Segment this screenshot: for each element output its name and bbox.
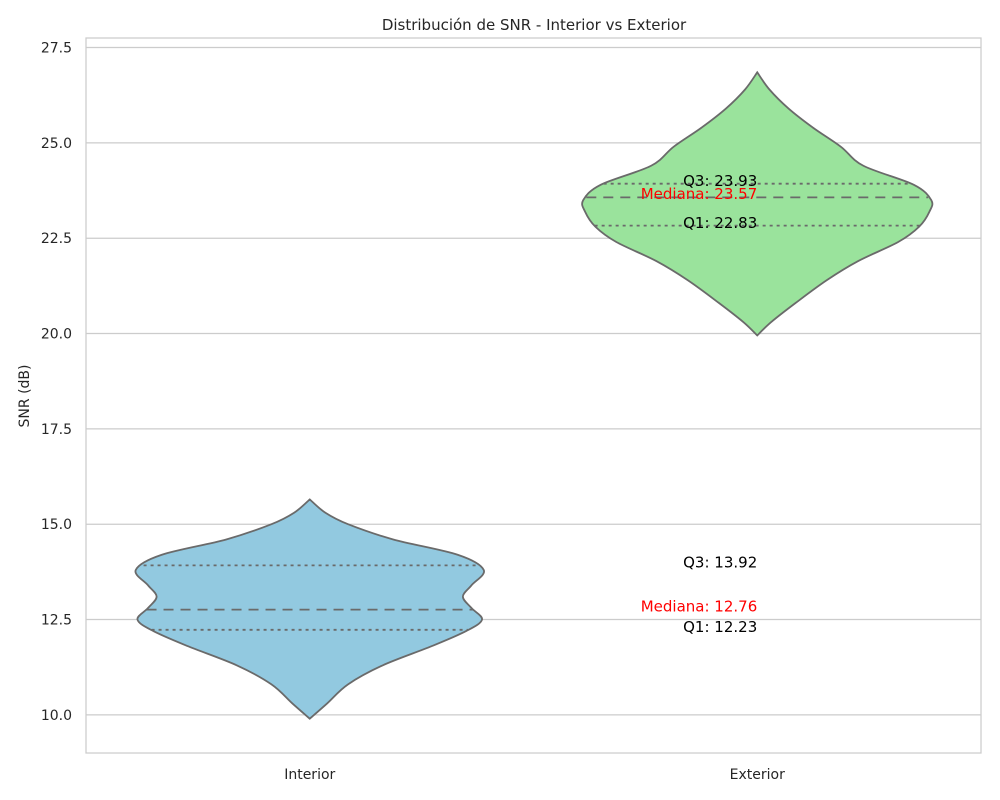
annotation-label: Q1: 12.23	[683, 618, 757, 636]
violin-body	[581, 70, 934, 337]
y-tick-label: 27.5	[41, 41, 72, 57]
y-axis-label: SNR (dB)	[17, 365, 33, 428]
annotation-label: Mediana: 12.76	[641, 598, 758, 616]
y-tick-label: 20.0	[41, 327, 72, 343]
annotation-label: Q1: 22.83	[683, 214, 757, 232]
x-tick-label: Interior	[284, 767, 335, 783]
annotation-label: Q3: 23.93	[683, 172, 757, 190]
violin-body	[134, 498, 485, 720]
y-tick-label: 10.0	[41, 708, 72, 724]
y-tick-label: 12.5	[41, 613, 72, 629]
y-tick-label: 25.0	[41, 136, 72, 152]
chart-title: Distribución de SNR - Interior vs Exteri…	[382, 16, 687, 34]
x-tick-label: Exterior	[730, 767, 785, 783]
y-tick-label: 15.0	[41, 517, 72, 533]
y-tick-labels: 10.0 12.5 15.0 17.5 20.0 22.5 25.0 27.5	[41, 41, 72, 724]
y-tick-label: 17.5	[41, 422, 72, 438]
violins	[134, 70, 934, 720]
plot-frame	[85, 37, 982, 754]
annotation-label: Mediana: 23.57	[641, 185, 758, 203]
annotation-label: Q3: 13.92	[683, 554, 757, 572]
x-tick-labels: Interior Exterior	[284, 767, 785, 783]
y-tick-label: 22.5	[41, 231, 72, 247]
